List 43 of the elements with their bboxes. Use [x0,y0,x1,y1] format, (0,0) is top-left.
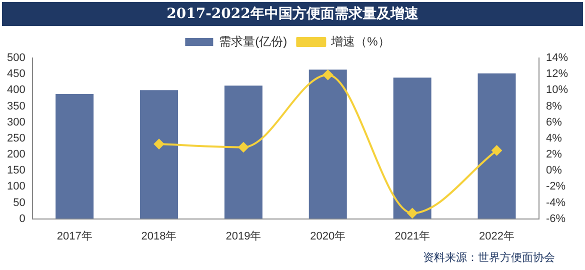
point [322,70,333,80]
point [154,139,164,150]
bar [393,78,432,219]
x-tick-label: 2019年 [226,230,262,242]
bar [140,90,178,219]
chart-title: 2017-2022年中国方便面需求量及增速 [2,2,583,26]
point [407,208,418,218]
y-tick-label: 450 [6,68,26,80]
y-tick-label: 400 [6,84,26,96]
y-tick-label: 250 [6,132,26,144]
y-tick-label: 350 [6,100,26,112]
y-tick-label: 100 [6,180,26,193]
bar [308,70,347,219]
y2-tick-label: -6% [546,212,566,225]
bar [56,94,94,219]
bar [478,73,516,219]
x-tick-label: 2022年 [479,230,515,242]
x-tick-label: 2017年 [56,230,92,242]
text: 资料来源：世界方便面协会 [422,250,556,266]
y-tick-label: 0 [19,212,26,225]
point [492,145,502,156]
bar [224,86,262,219]
y2-tick-label: 0% [546,164,562,177]
x-tick-label: 2020年 [310,230,346,242]
legend-label: 增速（%） [330,34,390,48]
y-tick-label: 150 [6,164,26,177]
x-tick-label: 2018年 [141,230,177,242]
y2-tick-label: 14% [546,52,568,64]
point [238,142,248,152]
y2-tick-label: 8% [546,100,562,112]
x-tick-label: 2021年 [394,230,430,242]
y2-tick-label: 4% [546,132,562,144]
y2-tick-label: -4% [546,196,566,209]
y2-tick-label: 10% [546,84,568,96]
y2-tick-label: 2% [546,148,562,161]
y-tick-label: 200 [6,148,26,161]
y2-tick-label: -2% [546,180,566,193]
y-tick-label: 50 [13,196,26,209]
y2-tick-label: 12% [546,68,568,80]
legend-label: 需求量(亿份) [219,34,288,48]
y-tick-label: 500 [6,52,26,64]
y2-tick-label: 6% [546,116,562,128]
y-tick-label: 300 [6,116,26,128]
